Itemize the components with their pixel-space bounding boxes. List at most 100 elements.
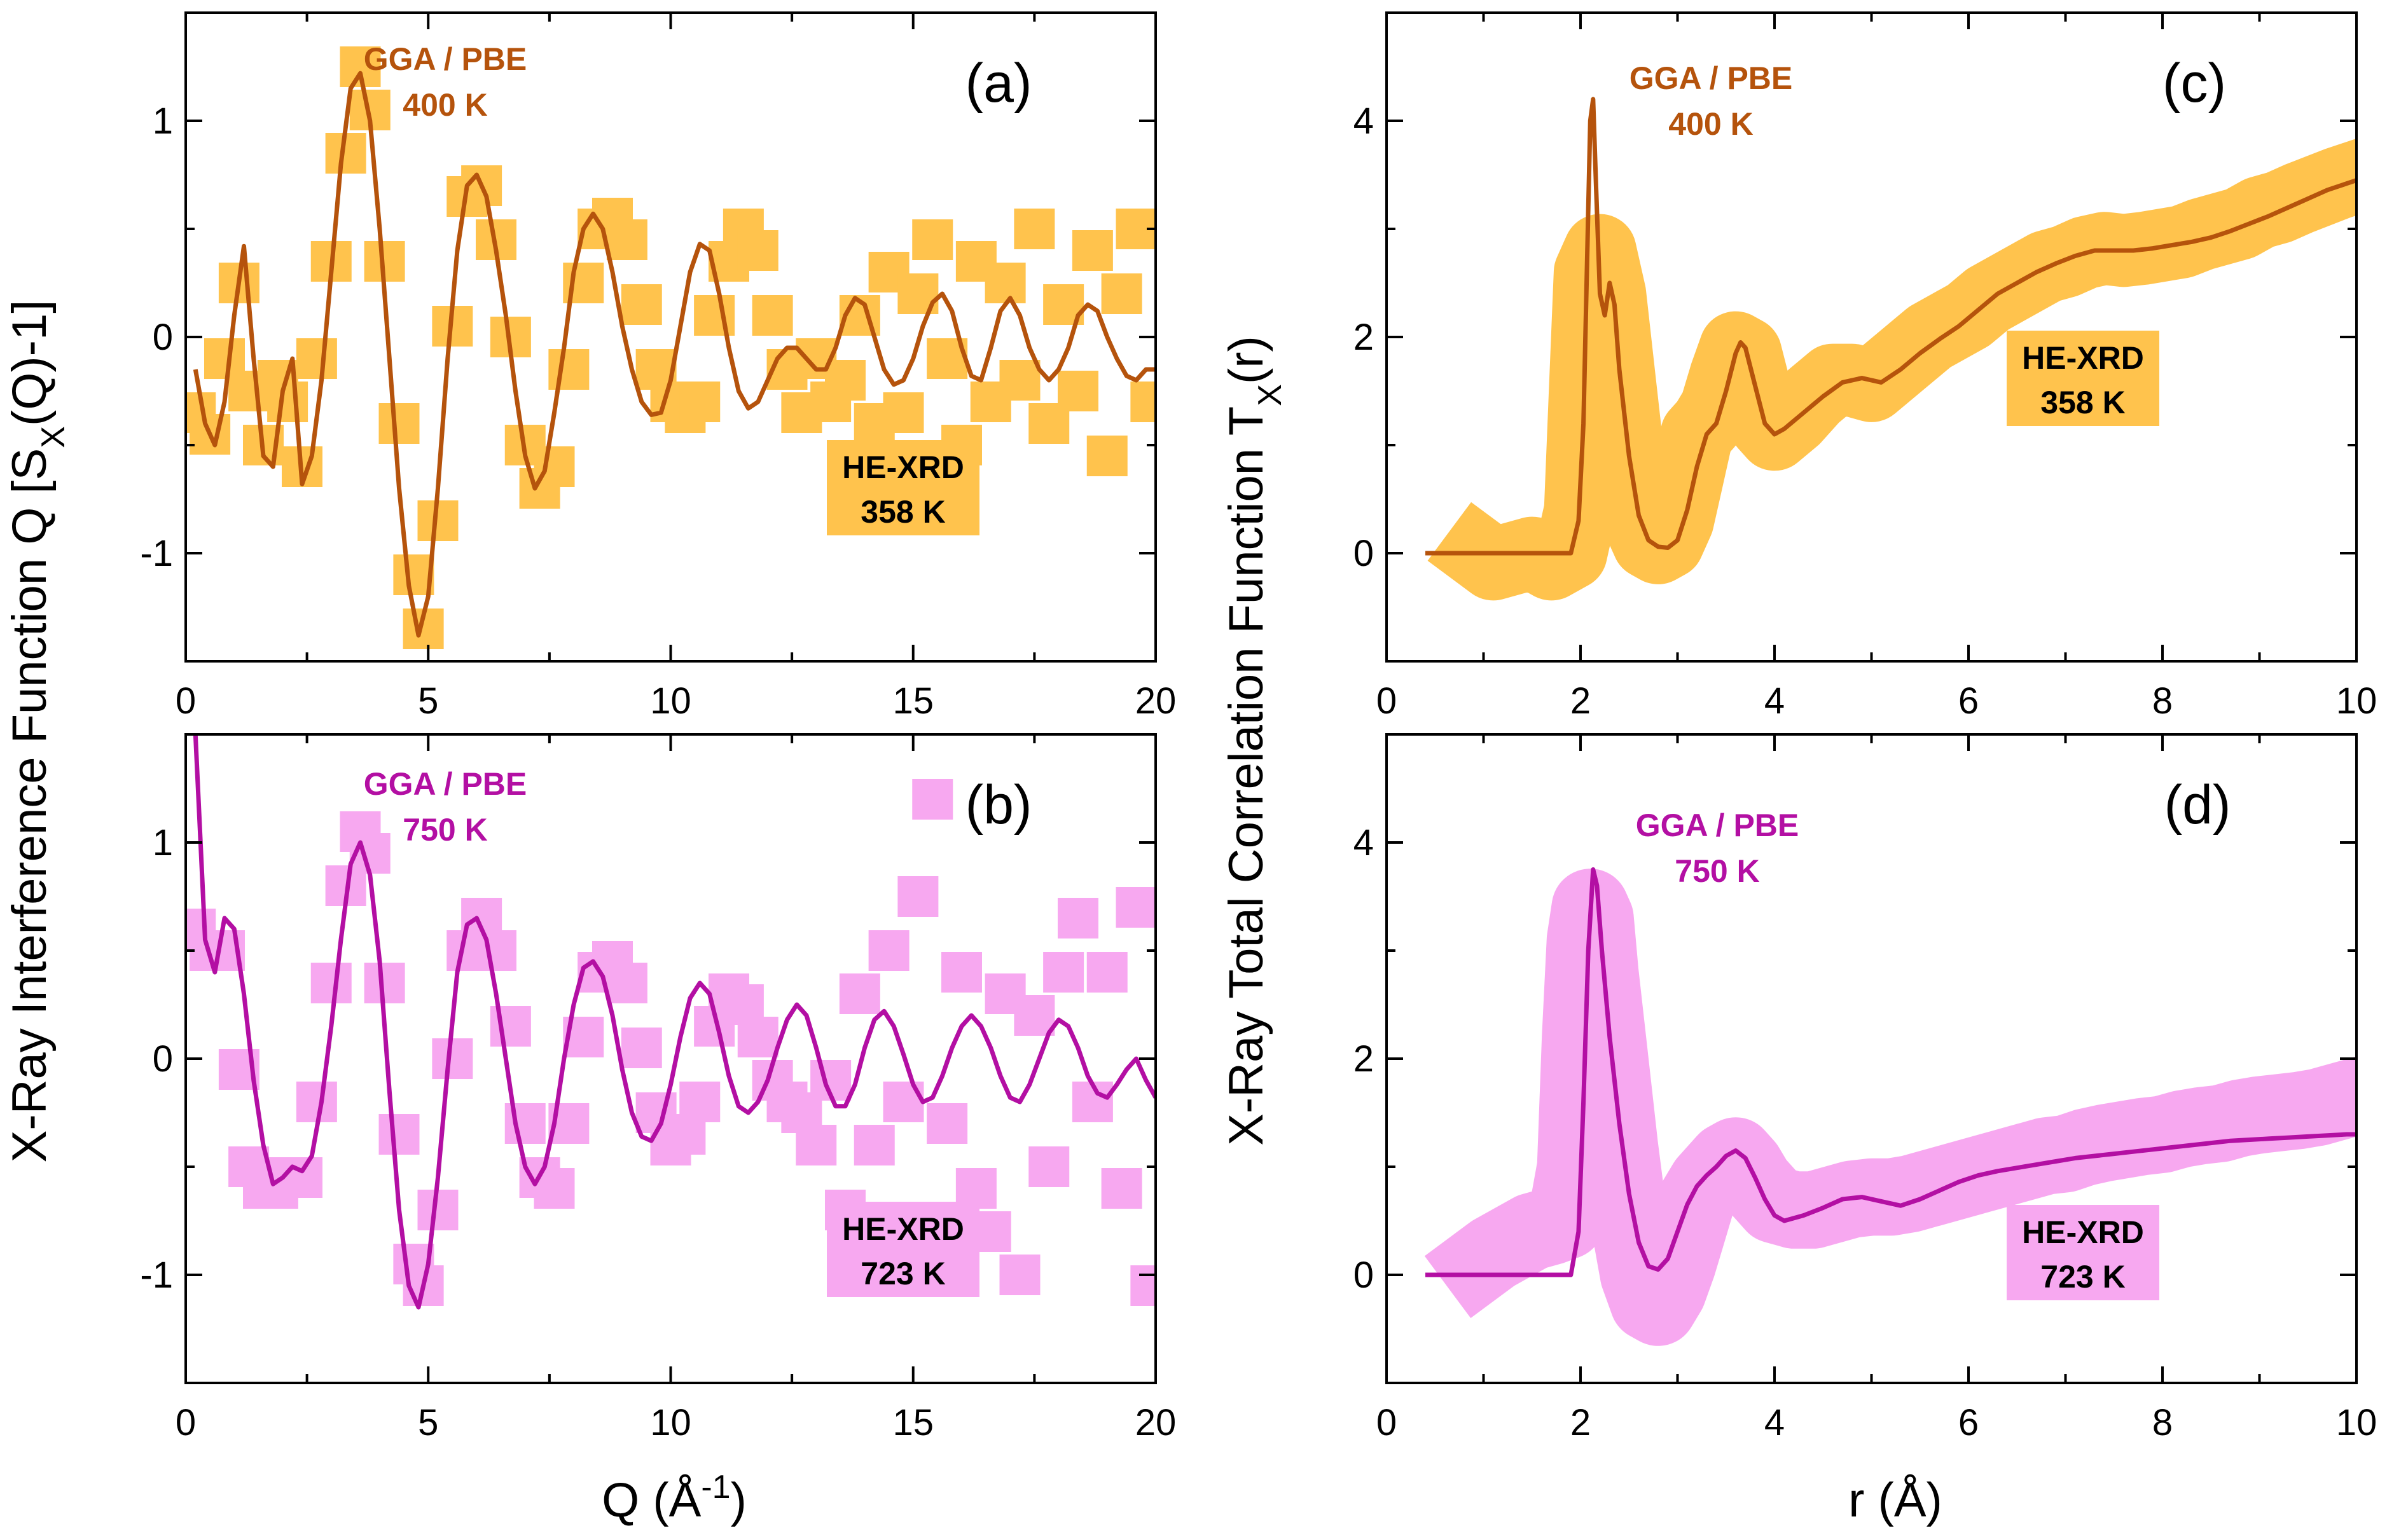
data-point [839,973,880,1014]
data-point [985,263,1026,303]
left-ylabel-main: X-Ray Interference Function Q [S [3,448,57,1163]
x-tick-label: 4 [1764,1402,1785,1443]
left-ylabel-tail: (Q)-1] [3,300,57,426]
model-annotation-line: 400 K [1668,106,1753,142]
model-annotation-line: GGA / PBE [364,766,527,802]
plot-area [1424,867,2356,1346]
data-point [737,230,778,271]
x-tick-label: 15 [892,1402,934,1443]
experiment-annotation-bg [827,440,979,535]
experiment-series [186,779,1156,1306]
data-point [679,382,721,422]
data-point [1043,952,1084,993]
y-tick-label: 0 [1353,1255,1374,1296]
experiment-annotation-line: 723 K [861,1256,945,1291]
model-annotation-line: 400 K [403,87,487,123]
x-tick-label: 10 [650,1402,691,1443]
model-annotation-line: GGA / PBE [364,41,527,77]
data-point [1101,273,1142,314]
data-point [490,1006,531,1047]
model-annotation: GGA / PBE 400 K [364,41,527,123]
data-point [1086,952,1128,993]
experiment-annotation: HE-XRD 723 K [842,1211,964,1291]
data-point [999,360,1041,401]
data-point [378,1114,420,1155]
y-tick-label: 2 [1353,1038,1374,1080]
panel-label: (a) [965,53,1032,114]
data-point [825,360,866,401]
x-tick-label: 10 [2336,1402,2377,1443]
model-series [193,71,1156,638]
data-point [282,1157,322,1198]
experiment-annotation-bg [2007,331,2159,426]
panel-b: 0 5 10 15 20 -1 0 1 (b) GGA / PBE 750 K HE-XRD 723 K [140,733,1177,1443]
x-tick-label: 8 [2152,1402,2173,1443]
data-point [1014,209,1055,249]
panel-label: (d) [2164,774,2231,835]
data-point [883,392,924,433]
experiment-annotation-line: 723 K [2040,1259,2125,1295]
x-tick-label: 20 [1135,1402,1177,1443]
x-tick-label: 6 [1958,680,1979,722]
data-point [941,952,982,993]
x-tick-label: 4 [1764,680,1785,722]
left-y-axis-title: X-Ray Interference Function Q [SX(Q)-1] [3,300,72,1163]
right-x-axis-title: r (Å) [1848,1473,1942,1527]
plot-area [1425,97,2356,601]
data-point [912,779,953,820]
data-point [1130,1265,1156,1306]
data-point [1072,230,1113,271]
x-tick-label: 5 [418,680,438,722]
experiment-series [186,46,1156,649]
experiment-annotation: HE-XRD 723 K [2022,1214,2144,1295]
data-point [606,219,647,260]
left-xlabel-main: Q (Å [602,1473,702,1527]
data-point [621,284,662,325]
plot-area [186,46,1156,649]
model-annotation-line: GGA / PBE [1629,60,1793,96]
panels: 0 5 10 15 20-101(a)GGA / PBE 400 KHE-XRD 358 K… [140,11,2377,1443]
panel-label: (c) [2162,53,2226,114]
data-point [1086,436,1128,476]
right-ylabel-sub: X [1252,384,1289,406]
y-tick-label: 0 [1353,533,1374,574]
x-tick-label: 15 [892,680,934,722]
model-annotation-line: 750 K [403,812,487,848]
data-point [267,382,308,422]
data-point [296,1082,337,1122]
panel-a: 0 5 10 15 20 -1 0 1 (a) GGA / PBE 400 K HE-XRD 358 K [140,11,1177,722]
data-point [310,963,352,1003]
data-point [796,1125,837,1165]
data-point [1028,1146,1070,1187]
experiment-annotation-line: HE-XRD [2022,1214,2144,1250]
panel-c: 0 2 4 6 8 10 0 2 4 (c) GGA / PBE 400 K HE-XRD 358 K [1353,11,2377,722]
data-point [1058,898,1098,938]
data-point [679,1082,721,1122]
left-ylabel-sub: X [35,426,72,448]
model-line [193,71,1156,638]
experiment-annotation: HE-XRD 358 K [2022,340,2144,420]
data-point [1101,1168,1142,1209]
panel-d: 0 2 4 6 8 10 0 2 4 (d) GGA / PBE 750 K HE-XRD 723 K [1353,733,2377,1443]
data-band [1424,869,2356,1346]
y-tick-label: 1 [153,822,173,863]
data-point [999,1255,1041,1295]
x-tick-label: 20 [1135,680,1177,722]
model-series [193,734,1156,1310]
data-point [927,1103,968,1144]
data-point [548,349,590,390]
left-xlabel-tail: ) [731,1473,747,1527]
x-tick-label: 0 [176,680,196,722]
left-x-axis-title: Q (Å-1) [602,1469,747,1527]
data-point [378,403,420,444]
left-xlabel-sup: -1 [701,1469,730,1506]
y-tick-label: 0 [153,1038,173,1080]
right-ylabel-main: X-Ray Total Correlation Function T [1219,406,1273,1146]
model-series [1425,97,2356,556]
x-tick-label: 8 [2152,680,2173,722]
y-tick-label: 4 [1353,822,1374,863]
experiment-annotation-line: 358 K [861,494,945,530]
data-point [694,295,735,336]
data-point [912,219,953,260]
